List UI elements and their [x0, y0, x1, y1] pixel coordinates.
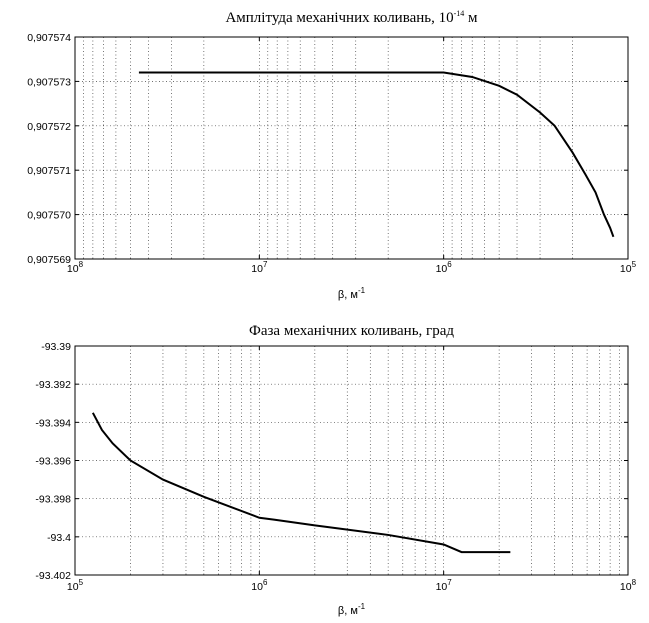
x-tick-label: 107: [251, 260, 268, 275]
y-tick-label: 0,907570: [27, 210, 71, 222]
y-tick-label: -93.396: [35, 456, 71, 468]
y-tick-label: 0,907573: [27, 76, 71, 88]
chart-title: Амплітуда механічних коливань, 10-14 м: [225, 9, 478, 26]
y-tick-label: -93.39: [41, 341, 71, 353]
y-tick-label: 0,907572: [27, 121, 71, 133]
x-tick-label: 106: [436, 260, 453, 275]
x-tick-label: 108: [67, 260, 84, 275]
x-tick-label: 108: [620, 578, 637, 593]
y-tick-label: -93.392: [35, 379, 71, 391]
x-tick-label: 107: [436, 578, 453, 593]
y-tick-label: 0,907569: [27, 254, 71, 266]
x-tick-label: 106: [251, 578, 268, 593]
amplitude-chart: 0,907569 0,907570 0,907571 0,907572 0,907573…: [27, 9, 636, 301]
x-tick-label: 105: [620, 260, 637, 275]
x-axis-label: β, м-1: [338, 602, 366, 617]
y-tick-label: -93.394: [35, 417, 71, 429]
plot-area: [74, 36, 629, 260]
y-tick-label: 0,907571: [27, 165, 71, 177]
x-axis-label: β, м-1: [338, 286, 366, 301]
y-tick-label: -93.4: [47, 532, 71, 544]
series-line: [91, 412, 511, 554]
y-tick-label: -93.398: [35, 494, 71, 506]
series-line: [138, 71, 615, 238]
phase-chart: -93.402 -93.4 -93.398 -93.396 -93.394 -93.392…: [35, 323, 636, 617]
chart-title: Фаза механічних коливань, град: [249, 323, 454, 339]
x-tick-label: 105: [67, 578, 84, 593]
y-tick-label: -93.402: [35, 570, 71, 582]
y-tick-label: 0,907574: [27, 32, 71, 44]
